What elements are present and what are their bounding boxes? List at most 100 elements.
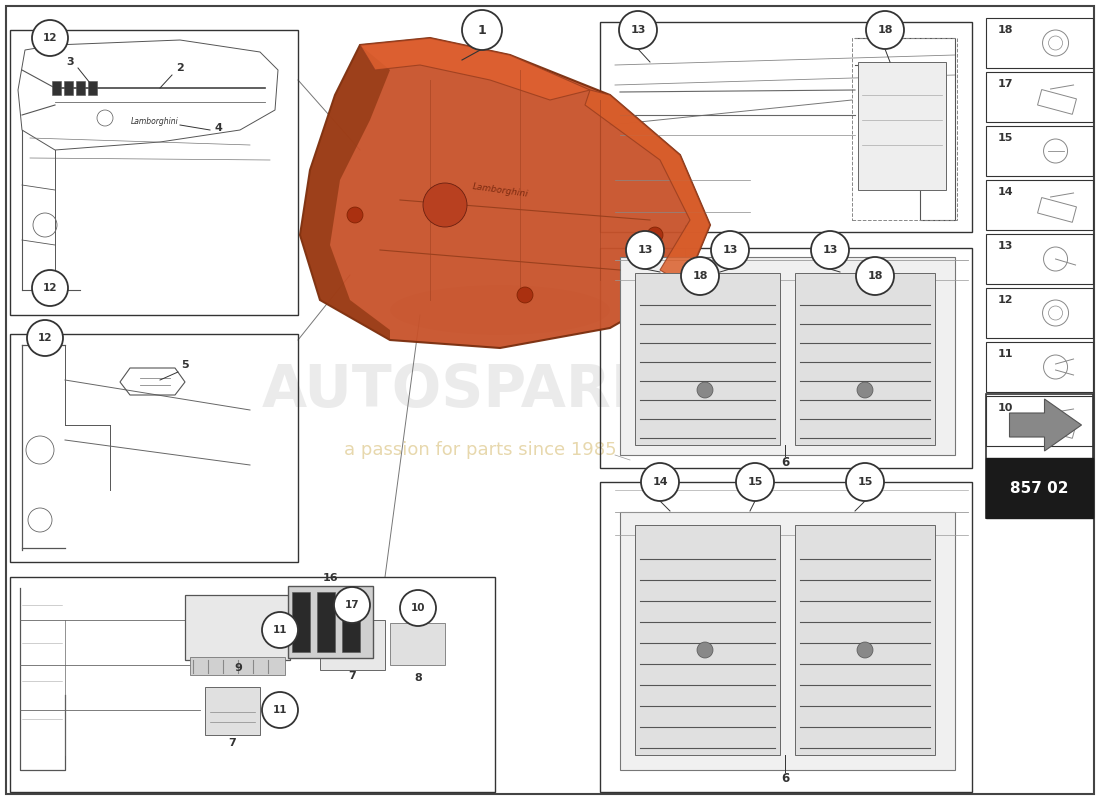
Text: 13: 13 xyxy=(630,25,646,35)
Circle shape xyxy=(262,612,298,648)
Text: 12: 12 xyxy=(43,283,57,293)
Bar xyxy=(986,126,1093,176)
Text: 12: 12 xyxy=(37,333,53,343)
Circle shape xyxy=(346,207,363,223)
Text: 13: 13 xyxy=(723,245,738,255)
Polygon shape xyxy=(1010,399,1081,451)
Text: 1: 1 xyxy=(477,23,486,37)
Circle shape xyxy=(647,227,663,243)
Bar xyxy=(986,342,1093,392)
Bar xyxy=(52,81,60,95)
Text: 16: 16 xyxy=(322,573,338,583)
Circle shape xyxy=(32,20,68,56)
Circle shape xyxy=(711,231,749,269)
Bar xyxy=(1037,414,1077,438)
Text: 11: 11 xyxy=(273,625,287,635)
Text: 4: 4 xyxy=(214,123,222,133)
Bar xyxy=(620,257,955,455)
Bar xyxy=(1037,90,1077,114)
Circle shape xyxy=(262,692,298,728)
Circle shape xyxy=(32,270,68,306)
Bar xyxy=(986,18,1093,68)
Circle shape xyxy=(626,231,664,269)
Circle shape xyxy=(334,587,370,623)
Bar xyxy=(986,234,1093,284)
Text: 6: 6 xyxy=(781,455,789,469)
Text: 12: 12 xyxy=(998,295,1013,305)
Text: a passion for parts since 1985: a passion for parts since 1985 xyxy=(343,441,616,459)
Text: 14: 14 xyxy=(652,477,668,487)
Text: 3: 3 xyxy=(66,57,74,67)
Text: 11: 11 xyxy=(273,705,287,715)
Bar xyxy=(190,657,285,675)
Text: 18: 18 xyxy=(998,25,1013,35)
Bar xyxy=(635,525,780,755)
Text: 17: 17 xyxy=(998,79,1013,89)
Text: 10: 10 xyxy=(410,603,426,613)
Bar xyxy=(600,22,972,232)
Bar xyxy=(600,482,972,792)
Text: 13: 13 xyxy=(637,245,652,255)
Circle shape xyxy=(424,183,468,227)
Text: 7: 7 xyxy=(348,671,356,681)
Bar xyxy=(795,525,935,755)
Text: Lamborghini: Lamborghini xyxy=(131,118,179,126)
Circle shape xyxy=(857,642,873,658)
Bar xyxy=(292,592,310,652)
Text: 15: 15 xyxy=(998,133,1013,143)
Circle shape xyxy=(681,257,719,295)
Polygon shape xyxy=(360,38,590,100)
Circle shape xyxy=(697,382,713,398)
Bar xyxy=(986,394,1093,518)
Circle shape xyxy=(619,11,657,49)
Text: Lamborghini: Lamborghini xyxy=(472,182,529,198)
Text: 15: 15 xyxy=(857,477,872,487)
Bar xyxy=(288,586,373,658)
Bar xyxy=(986,396,1093,446)
Text: 12: 12 xyxy=(43,33,57,43)
Text: 18: 18 xyxy=(878,25,893,35)
Bar xyxy=(10,577,495,792)
Bar xyxy=(852,38,957,220)
Bar xyxy=(10,30,298,315)
Bar xyxy=(76,81,85,95)
Bar xyxy=(64,81,73,95)
Polygon shape xyxy=(585,90,710,285)
Text: 8: 8 xyxy=(414,673,422,683)
Text: AUTOSPARKS: AUTOSPARKS xyxy=(262,362,698,418)
Bar xyxy=(600,248,972,468)
Circle shape xyxy=(28,320,63,356)
Circle shape xyxy=(736,463,774,501)
Ellipse shape xyxy=(390,285,611,335)
Text: 17: 17 xyxy=(344,600,360,610)
Text: 7: 7 xyxy=(228,738,235,748)
Bar xyxy=(317,592,336,652)
Polygon shape xyxy=(300,45,390,340)
Circle shape xyxy=(400,590,436,626)
Text: 15: 15 xyxy=(747,477,762,487)
Bar xyxy=(205,687,260,735)
Text: 9: 9 xyxy=(234,663,242,673)
Circle shape xyxy=(697,642,713,658)
Bar xyxy=(620,512,955,770)
Text: 6: 6 xyxy=(781,771,789,785)
Circle shape xyxy=(846,463,884,501)
Text: 13: 13 xyxy=(998,241,1013,251)
Bar xyxy=(320,620,385,670)
Bar xyxy=(185,595,290,660)
Text: 11: 11 xyxy=(998,349,1013,359)
Bar xyxy=(390,623,446,665)
Polygon shape xyxy=(300,38,710,348)
Bar xyxy=(986,458,1093,518)
Text: 18: 18 xyxy=(867,271,882,281)
Text: 10: 10 xyxy=(998,403,1013,413)
Bar xyxy=(1037,198,1077,222)
Circle shape xyxy=(811,231,849,269)
Text: 13: 13 xyxy=(823,245,838,255)
Text: 5: 5 xyxy=(182,360,189,370)
Bar xyxy=(795,273,935,445)
Bar xyxy=(10,334,298,562)
Bar xyxy=(858,62,946,190)
Text: 14: 14 xyxy=(998,187,1013,197)
Bar xyxy=(986,72,1093,122)
